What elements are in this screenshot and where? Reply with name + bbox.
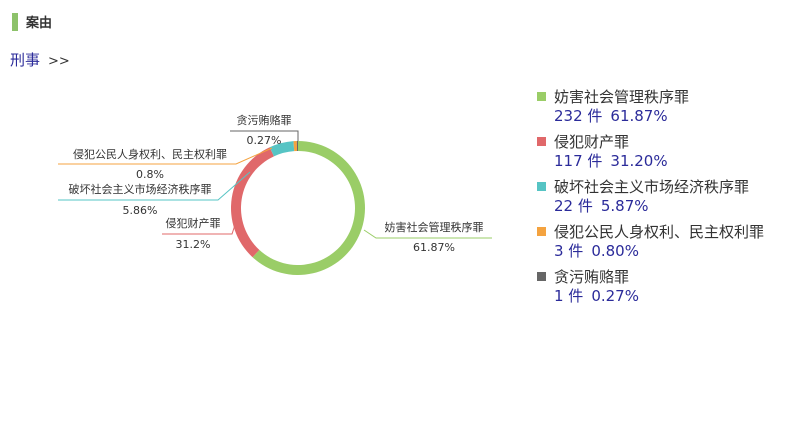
legend-item[interactable]: 侵犯财产罪 117 件 31.20%: [537, 131, 764, 171]
legend-percent: 31.20%: [610, 152, 668, 170]
donut-slice[interactable]: [252, 141, 365, 275]
slice-label-name: 破坏社会主义市场经济秩序罪: [69, 182, 212, 196]
donut-slice[interactable]: [269, 141, 295, 157]
donut-slice[interactable]: [296, 141, 298, 152]
slice-label-name: 贪污贿赂罪: [237, 113, 292, 127]
breadcrumb-link-criminal[interactable]: 刑事: [10, 51, 41, 69]
section-title: 案由: [26, 16, 53, 31]
legend-count: 1 件: [554, 287, 584, 305]
slice-label-name: 侵犯财产罪: [166, 216, 221, 230]
legend-count: 117 件: [554, 152, 603, 170]
donut-slice[interactable]: [293, 141, 298, 152]
legend-swatch: [537, 271, 546, 281]
legend-count: 3 件: [554, 242, 584, 260]
label-leader-line: [58, 147, 273, 165]
breadcrumb-arrow: >>: [48, 54, 70, 69]
legend-count: 22 件: [554, 197, 593, 215]
label-leader-line: [363, 229, 492, 239]
slice-label-percent: 0.8%: [136, 168, 164, 181]
legend-swatch: [537, 136, 546, 146]
slice-label-percent: 5.86%: [123, 204, 158, 217]
header-accent-bar: [12, 12, 18, 31]
legend-percent: 0.80%: [591, 242, 639, 260]
legend-label: 侵犯财产罪: [554, 132, 630, 151]
legend-item[interactable]: 破坏社会主义市场经济秩序罪 22 件 5.87%: [537, 176, 764, 216]
legend-item[interactable]: 贪污贿赂罪 1 件 0.27%: [537, 266, 764, 306]
slice-label-percent: 0.27%: [247, 134, 282, 147]
legend-label: 贪污贿赂罪: [554, 267, 630, 286]
legend-swatch: [537, 181, 546, 191]
legend-label: 侵犯公民人身权利、民主权利罪: [554, 222, 765, 241]
slice-label-percent: 31.2%: [176, 238, 211, 251]
legend-swatch: [537, 226, 546, 236]
legend-percent: 5.87%: [600, 197, 649, 215]
slice-label-name: 妨害社会管理秩序罪: [385, 220, 484, 234]
legend-percent: 0.27%: [591, 287, 639, 305]
breadcrumb: 刑事 >>: [10, 49, 70, 70]
legend-label: 破坏社会主义市场经济秩序罪: [554, 177, 750, 196]
legend-swatch: [537, 91, 546, 101]
label-leader-line: [162, 209, 241, 235]
chart-legend: 妨害社会管理秩序罪 232 件 61.87% 侵犯财产罪 117 件 31.20% 破坏社会…: [537, 86, 764, 311]
slice-label-percent: 61.87%: [413, 241, 455, 254]
label-leader-line: [58, 171, 251, 201]
label-leader-line: [230, 130, 299, 141]
donut-slice[interactable]: [230, 147, 274, 258]
legend-label: 妨害社会管理秩序罪: [554, 87, 690, 106]
legend-percent: 61.87%: [610, 107, 668, 125]
legend-item[interactable]: 妨害社会管理秩序罪 232 件 61.87%: [537, 86, 764, 126]
legend-count: 232 件: [554, 107, 603, 125]
section-header: 案由: [12, 12, 52, 31]
legend-item[interactable]: 侵犯公民人身权利、民主权利罪 3 件 0.80%: [537, 221, 764, 261]
slice-label-name: 侵犯公民人身权利、民主权利罪: [73, 147, 227, 161]
